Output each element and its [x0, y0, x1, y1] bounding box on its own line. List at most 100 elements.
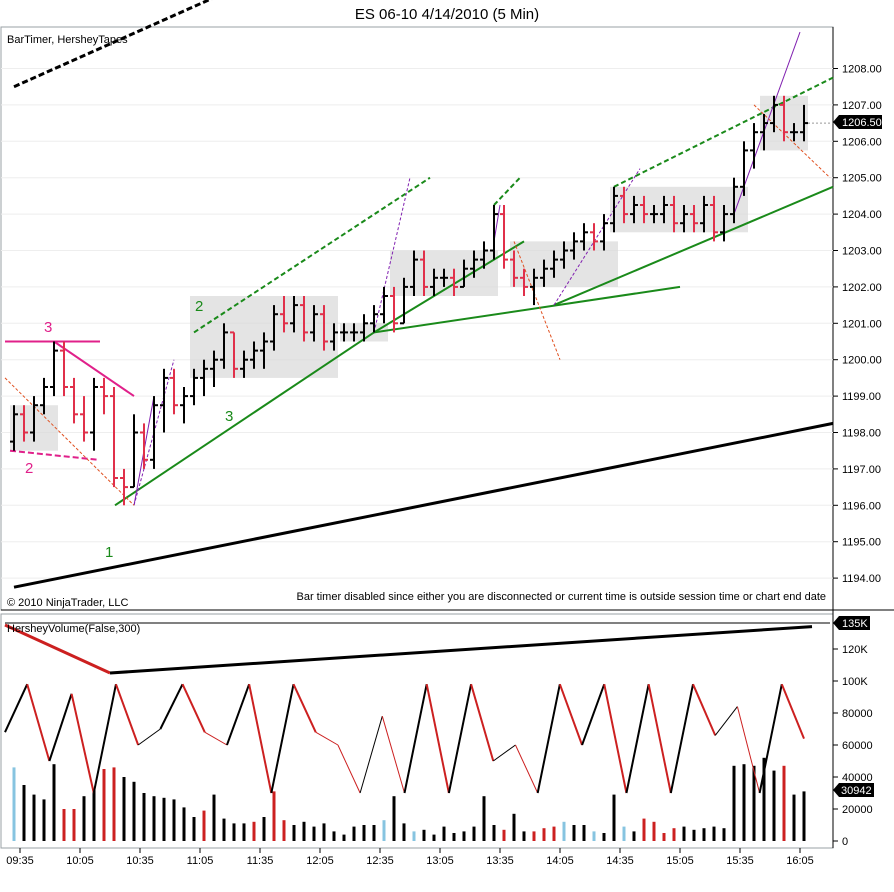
price-bar [460, 259, 468, 288]
price-bar [190, 368, 198, 406]
volume-bar [232, 823, 236, 841]
volume-bar [572, 825, 576, 841]
volume-bar [592, 831, 596, 841]
last-volume-flag: 30942 [833, 783, 874, 797]
price-bar [400, 277, 408, 325]
volume-bar [262, 817, 266, 841]
orange-dashed-1 [4, 377, 135, 506]
volume-bar [242, 823, 246, 841]
price-bar [580, 223, 588, 251]
x-tick-label: 11:35 [247, 855, 274, 867]
green-dashed-trendline-1 [193, 176, 431, 334]
volume-zigzag-segment [558, 683, 583, 746]
price-bar [530, 268, 538, 306]
price-bar [760, 114, 768, 151]
price-bar [350, 323, 358, 342]
volume-bar [712, 826, 716, 841]
volume-zigzag-segment [4, 683, 29, 733]
volume-bar [192, 817, 196, 841]
price-bar [370, 305, 378, 333]
volume-bar [202, 810, 206, 841]
x-tick-label: 13:35 [486, 855, 514, 867]
volume-bar [612, 794, 616, 841]
volume-bar [302, 821, 306, 841]
price-bar [130, 414, 138, 489]
y-tick-label: 1203.00 [842, 246, 882, 258]
price-bar [700, 195, 708, 233]
volume-tick-label: 20000 [842, 804, 873, 816]
volume-zigzag-segment [92, 684, 117, 794]
price-bar [490, 205, 498, 260]
axes: 1208.00 1207.00 1206.00 1205.00 1204.00 1203.… [6, 64, 882, 868]
window-title: ES 06-10 4/14/2010 (5 Min) [355, 6, 539, 23]
volume-zigzag-segment [692, 683, 717, 736]
purple-dashed-3 [553, 168, 641, 306]
volume-bar [662, 833, 666, 841]
volume-zigzag-segment [204, 731, 228, 746]
price-bar [500, 205, 508, 269]
green-dashed-trendline-3 [613, 76, 834, 188]
volume-zigzag-segment [403, 684, 428, 794]
green-trendline-4 [553, 185, 834, 307]
volume-zigzag-segment [736, 706, 761, 794]
price-bar [670, 195, 678, 233]
volume-zigzag-segment [315, 731, 339, 746]
volume-bar [272, 791, 276, 841]
pink-trendline [53, 340, 135, 397]
x-tick-label: 11:05 [187, 855, 214, 867]
y-tick-label: 1207.00 [842, 100, 882, 112]
volume-bar [652, 821, 656, 841]
volume-tick-label: 120K [842, 644, 868, 656]
volume-bar [82, 796, 86, 841]
volume-indicator-label: HersheyVolume(False,300) [7, 623, 140, 635]
price-bar [20, 405, 28, 442]
price-bar [240, 350, 248, 378]
price-bar [800, 104, 808, 142]
volume-bar [672, 828, 676, 841]
volume-zigzag-segment [536, 684, 561, 794]
volume-bar [802, 791, 806, 841]
volume-bar [782, 765, 786, 841]
price-bar [620, 186, 628, 224]
volume-tick-label: 60000 [842, 740, 873, 752]
volume-bar [62, 809, 66, 841]
x-tick-label: 12:05 [306, 855, 334, 867]
price-bar [250, 341, 258, 369]
price-bar [710, 195, 718, 242]
volume-zigzag-segment [292, 683, 317, 733]
svg-text:30942: 30942 [841, 785, 872, 797]
price-bar [410, 250, 418, 296]
price-bar [260, 332, 268, 369]
svg-text:1206.50: 1206.50 [842, 117, 882, 129]
volume-zigzag-segment [226, 683, 251, 746]
volume-bar [482, 796, 486, 841]
volume-zigzag-segment [758, 684, 783, 794]
consolidation-box [610, 186, 748, 233]
volume-zigzag-segment [470, 683, 495, 762]
volume-bar [372, 825, 376, 841]
price-bar [480, 241, 488, 269]
volume-bar [312, 826, 316, 841]
price-bar [280, 296, 288, 333]
volume-bar [532, 831, 536, 841]
volume-zigzag-segment [780, 683, 805, 739]
price-bar [170, 368, 178, 415]
volume-bar [222, 818, 226, 841]
volume-bar [182, 807, 186, 841]
volume-zigzag-segment [447, 684, 473, 794]
price-bar [720, 205, 728, 242]
volume-bar [342, 834, 346, 841]
x-tick-label: 14:05 [546, 855, 574, 867]
green-label-1: 1 [105, 544, 113, 561]
volume-zigzag-segment [48, 693, 73, 762]
x-tick-label: 15:05 [666, 855, 694, 867]
volume-bar [402, 823, 406, 841]
pink-label-3: 3 [44, 319, 52, 336]
volume-tick-label: 80000 [842, 708, 873, 720]
volume-zigzag-segment [581, 683, 606, 746]
volume-bar [352, 826, 356, 841]
x-tick-label: 10:35 [126, 855, 154, 867]
price-bar [680, 205, 688, 233]
volume-bar [442, 826, 446, 841]
price-bar [630, 195, 638, 224]
